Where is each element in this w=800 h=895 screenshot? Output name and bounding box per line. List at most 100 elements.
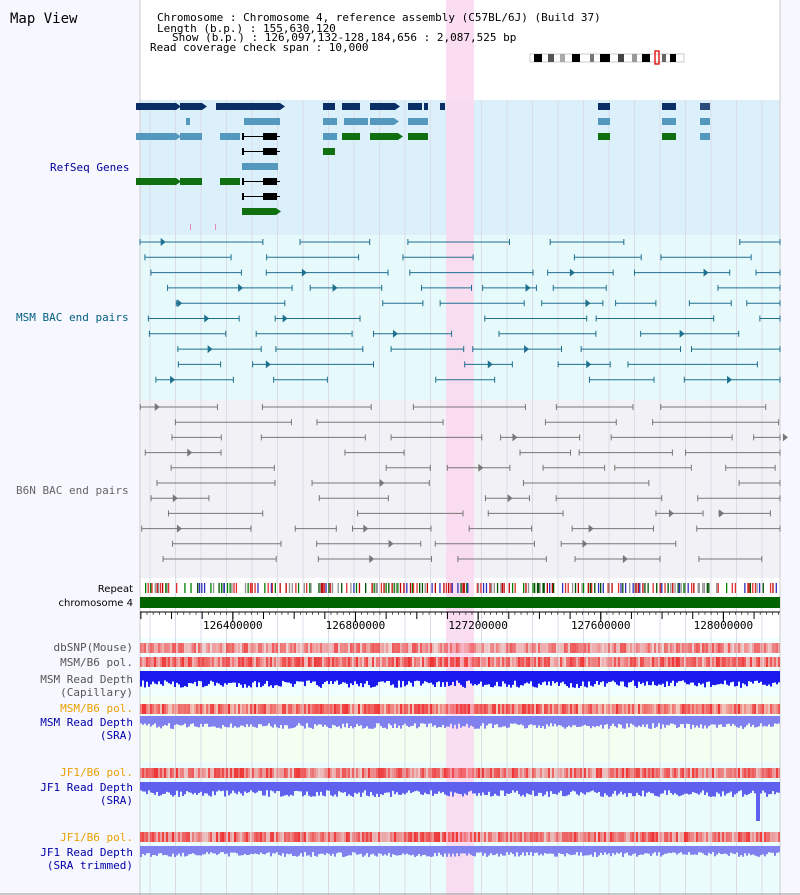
read-depth-bar: [248, 671, 250, 686]
gene-exon[interactable]: [180, 178, 202, 185]
polymorphism-cell: [610, 768, 612, 778]
gene-exon[interactable]: [136, 178, 176, 185]
chromosome-bar[interactable]: [140, 597, 780, 608]
polymorphism-cell: [484, 704, 486, 714]
read-depth-bar: [388, 846, 390, 853]
read-depth-bar: [696, 671, 698, 687]
gene-exon[interactable]: [186, 118, 190, 125]
gene-exon[interactable]: [700, 133, 710, 140]
gene-exon[interactable]: [598, 118, 610, 125]
gene-exon[interactable]: [662, 118, 676, 125]
read-depth-bar: [488, 716, 490, 724]
polymorphism-cell: [276, 768, 278, 778]
jf1-b6-pol-trimmed-track[interactable]: [140, 832, 780, 842]
gene-exon[interactable]: [408, 103, 422, 110]
read-depth-bar: [404, 716, 406, 724]
gene-exon[interactable]: [220, 178, 240, 185]
polymorphism-cell: [370, 657, 372, 667]
polymorphism-cell: [300, 768, 302, 778]
polymorphism-cell: [728, 768, 730, 778]
polymorphism-cell: [340, 832, 342, 842]
read-depth-bar: [464, 782, 466, 794]
gene-exon[interactable]: [440, 103, 445, 110]
gene-exon[interactable]: [370, 133, 398, 140]
gene-exon[interactable]: [323, 118, 337, 125]
polymorphism-cell: [334, 832, 336, 842]
chromosome-ideogram-icon[interactable]: [529, 50, 685, 65]
gene-exon[interactable]: [323, 133, 337, 140]
gene-exon[interactable]: [244, 118, 280, 125]
polymorphism-cell: [258, 657, 260, 667]
polymorphism-cell: [256, 832, 258, 842]
gene-exon[interactable]: [370, 103, 395, 110]
gene-exon[interactable]: [136, 133, 176, 140]
polymorphism-cell: [522, 657, 524, 667]
msm-b6-pol-track[interactable]: [140, 657, 780, 667]
gene-exon[interactable]: [408, 133, 428, 140]
polymorphism-cell: [422, 832, 424, 842]
polymorphism-cell: [450, 643, 452, 653]
read-depth-bar: [656, 846, 658, 856]
read-depth-bar: [610, 671, 612, 682]
gene-exon[interactable]: [136, 103, 176, 110]
polymorphism-cell: [326, 832, 328, 842]
read-depth-bar: [678, 671, 680, 682]
gene-exon[interactable]: [323, 103, 335, 110]
read-depth-bar: [422, 716, 424, 724]
gene-exon[interactable]: [342, 103, 360, 110]
gene-exon[interactable]: [598, 103, 610, 110]
gene-exon[interactable]: [323, 148, 335, 155]
jf1-b6-pol-track[interactable]: [140, 768, 780, 778]
polymorphism-cell: [288, 704, 290, 714]
polymorphism-cell: [406, 643, 408, 653]
gene-exon[interactable]: [700, 103, 710, 110]
gene-exon[interactable]: [180, 103, 202, 110]
jf1-read-depth-sra-trimmed-track[interactable]: [140, 846, 780, 857]
gene-exon[interactable]: [242, 208, 276, 215]
read-depth-bar: [702, 671, 704, 684]
repeat-element: [758, 583, 761, 593]
gene-exon[interactable]: [220, 133, 240, 140]
read-depth-bar: [732, 716, 734, 724]
dbsnp-mouse-track[interactable]: [140, 643, 780, 653]
gene-exon[interactable]: [242, 163, 278, 170]
msm-read-depth-capillary-track[interactable]: [140, 671, 780, 688]
gene-exon[interactable]: [342, 133, 360, 140]
msm-bac-end-pairs[interactable]: [139, 238, 800, 384]
gene-exon[interactable]: [700, 118, 710, 125]
read-depth-bar: [480, 846, 482, 853]
read-depth-bar: [268, 716, 270, 724]
polymorphism-cell: [400, 832, 402, 842]
gene-exon[interactable]: [424, 103, 428, 110]
gene-exon[interactable]: [370, 118, 394, 125]
gene-exon[interactable]: [662, 103, 676, 110]
gene-exon[interactable]: [408, 118, 428, 125]
polymorphism-cell: [152, 657, 154, 667]
read-depth-bar: [316, 782, 318, 792]
gene-exon[interactable]: [598, 133, 610, 140]
polymorphism-cell: [506, 704, 508, 714]
read-depth-bar: [332, 846, 334, 854]
gene-exon[interactable]: [180, 133, 202, 140]
polymorphism-cell: [342, 643, 344, 653]
polymorphism-cell: [242, 704, 244, 714]
polymorphism-cell: [480, 704, 482, 714]
b6n-bac-end-pairs[interactable]: [139, 403, 788, 563]
read-depth-bar: [458, 716, 460, 724]
polymorphism-cell: [630, 643, 632, 653]
gene-exon[interactable]: [216, 103, 280, 110]
polymorphism-cell: [586, 768, 588, 778]
page-title: Map View: [10, 11, 78, 27]
polymorphism-cell: [486, 643, 488, 653]
read-depth-bar: [762, 671, 764, 685]
refseq-gene-track[interactable]: [136, 103, 710, 230]
gene-exon[interactable]: [344, 118, 368, 125]
gene-exon[interactable]: [662, 133, 676, 140]
jf1-read-depth-sra-track[interactable]: [140, 782, 780, 821]
msm-read-depth-sra-track[interactable]: [140, 716, 780, 729]
repeat-element: [409, 583, 412, 593]
repeat-track[interactable]: [145, 583, 777, 593]
polymorphism-cell: [674, 832, 676, 842]
msm-b6-pol-sra-track[interactable]: [140, 704, 780, 714]
